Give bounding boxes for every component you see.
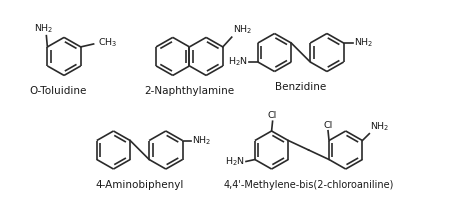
Text: 2-Naphthylamine: 2-Naphthylamine <box>145 86 235 96</box>
Text: NH$_2$: NH$_2$ <box>370 120 390 133</box>
Text: H$_2$N: H$_2$N <box>225 155 245 168</box>
Text: Cl: Cl <box>323 121 333 130</box>
Text: NH$_2$: NH$_2$ <box>233 24 252 36</box>
Text: CH$_3$: CH$_3$ <box>98 37 117 49</box>
Text: NH$_2$: NH$_2$ <box>354 37 373 49</box>
Text: NH$_2$: NH$_2$ <box>34 22 53 35</box>
Text: 4-Aminobiphenyl: 4-Aminobiphenyl <box>95 180 184 190</box>
Text: O-Toluidine: O-Toluidine <box>29 86 87 96</box>
Text: H$_2$N: H$_2$N <box>228 56 248 68</box>
Text: 4,4'-Methylene-bis(2-chloroaniline): 4,4'-Methylene-bis(2-chloroaniline) <box>223 180 394 190</box>
Text: Benzidine: Benzidine <box>275 82 327 92</box>
Text: Cl: Cl <box>268 111 277 120</box>
Text: NH$_2$: NH$_2$ <box>192 134 212 147</box>
